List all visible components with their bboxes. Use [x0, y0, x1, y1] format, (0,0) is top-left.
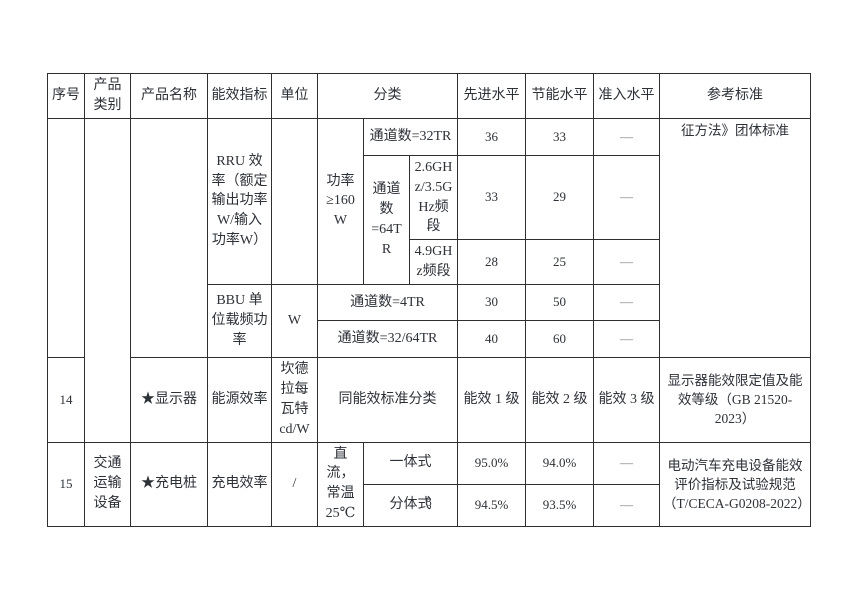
cell-bbu-3264tr-entry: —: [593, 320, 661, 358]
cell-bbu-unit: W: [271, 284, 318, 358]
cell-row14-class: 同能效标准分类: [316, 357, 459, 443]
cell-rru-49ghz-advanced: 28: [457, 239, 527, 285]
cell-telecom-reference: 征方法》团体标准: [659, 117, 812, 359]
cell-rru-26ghz-advanced: 33: [457, 154, 527, 241]
col-header-category: 产品类别: [84, 73, 131, 119]
table-row: 14 ★显示器 能源效率 坎德拉每瓦特cd/W 同能效标准分类 能效 1 级 能…: [47, 357, 812, 443]
cell-rru-unit-blank: [271, 117, 318, 286]
col-header-reference-standard: 参考标准: [659, 73, 812, 119]
cell-row15-class-integrated: 一体式: [362, 441, 459, 485]
cell-row14-serial: 14: [47, 357, 85, 443]
cell-row15-serial: 15: [47, 441, 85, 527]
cell-row14-entry: 能效 3 级: [593, 357, 661, 443]
cell-row15-reference: 电动汽车充电设备能效评价指标及试验规范（T/CECA-G0208-2022）: [659, 441, 812, 527]
cell-row14-unit: 坎德拉每瓦特cd/W: [271, 357, 318, 443]
cell-rru-power-class: 功率≥160W: [317, 117, 364, 286]
cell-row15-class-split: 分体式: [362, 483, 459, 528]
cell-row14-advanced: 能效 1 级: [457, 357, 527, 443]
cell-bbu-indicator: BBU 单位载频功率: [207, 284, 272, 358]
energy-efficiency-table: 序号 产品类别 产品名称 能效指标 单位 分类 先进水平 节能水平 准入水平 参…: [47, 73, 812, 528]
cell-rru-32tr-advanced: 36: [457, 117, 527, 156]
table-row: 通道数=64TR 2.6GHz/3.5GHz频段 33 29 —: [48, 154, 811, 286]
cell-bbu-4tr-entry: —: [593, 284, 661, 321]
cell-row15-integrated-saving: 94.0%: [525, 441, 595, 485]
col-header-entry-level: 准入水平: [593, 73, 661, 119]
col-header-unit: 单位: [271, 73, 318, 119]
cell-row15-unit: /: [271, 441, 318, 527]
cell-bbu-3264tr-advanced: 40: [457, 320, 527, 358]
cell-rru-indicator: RRU 效率（额定输出功率W/输入功率W）: [207, 117, 272, 286]
table-row: BBU 单位载频功率 W 通道数=4TR 30 50 —: [48, 284, 811, 358]
cell-row15-condition: 直流，常温25℃: [317, 441, 364, 527]
cell-rru-49ghz-entry: —: [593, 239, 661, 285]
cell-bbu-class-3264tr: 通道数=32/64TR: [316, 320, 459, 358]
cell-row14-product-name: ★显示器: [130, 357, 208, 443]
table-row: 通道数=32/64TR 40 60 —: [48, 320, 811, 358]
table-row: 分体式 94.5% 93.5% —: [48, 483, 811, 528]
col-header-classification: 分类: [316, 73, 459, 119]
cell-rru-32tr-entry: —: [593, 117, 661, 156]
cell-rru-26ghz-entry: —: [593, 154, 661, 241]
col-header-serial: 序号: [47, 73, 85, 119]
cell-row15-split-saving: 93.5%: [525, 483, 595, 528]
cell-bbu-class-4tr: 通道数=4TR: [316, 284, 459, 321]
table-row: 4.9GHz频段 28 25 —: [48, 239, 811, 285]
cell-serial-blank: [47, 117, 85, 359]
cell-row15-category: 交通运输设备: [84, 441, 131, 527]
col-header-advanced-level: 先进水平: [457, 73, 527, 119]
cell-rru-class-26-35ghz: 2.6GHz/3.5GHz频段: [408, 154, 459, 241]
cell-rru-channel-64: 通道数=64TR: [363, 154, 410, 286]
cell-rru-class-32tr: 通道数=32TR: [362, 117, 459, 156]
cell-row15-split-entry: —: [593, 483, 661, 528]
cell-rru-class-49ghz: 4.9GHz频段: [408, 239, 459, 285]
col-header-saving-level: 节能水平: [525, 73, 595, 119]
col-header-indicator: 能效指标: [207, 73, 272, 119]
page-number: 8: [425, 494, 432, 509]
cell-bbu-4tr-saving: 50: [525, 284, 595, 321]
table-header-row: 序号 产品类别 产品名称 能效指标 单位 分类 先进水平 节能水平 准入水平 参…: [47, 73, 812, 119]
table-row: 15 交通运输设备 ★充电桩 充电效率 / 直流，常温25℃ 一体式 95.0%…: [47, 441, 812, 527]
cell-row14-reference: 显示器能效限定值及能效等级（GB 21520-2023）: [659, 357, 812, 443]
col-header-product-name: 产品名称: [130, 73, 208, 119]
cell-rru-26ghz-saving: 29: [525, 154, 595, 241]
cell-row15-integrated-entry: —: [593, 441, 661, 485]
cell-bbu-3264tr-saving: 60: [525, 320, 595, 358]
cell-row15-split-advanced: 94.5%: [457, 483, 527, 528]
cell-row15-product-name: ★充电桩: [130, 441, 208, 527]
cell-row15-indicator: 充电效率: [207, 441, 272, 527]
cell-category-blank: [84, 117, 131, 443]
cell-row14-indicator: 能源效率: [207, 357, 272, 443]
cell-row14-saving: 能效 2 级: [525, 357, 595, 443]
cell-rru-49ghz-saving: 25: [525, 239, 595, 285]
table-row: RRU 效率（额定输出功率W/输入功率W） 功率≥160W 通道数=32TR 3…: [47, 117, 812, 443]
cell-bbu-4tr-advanced: 30: [457, 284, 527, 321]
cell-row15-integrated-advanced: 95.0%: [457, 441, 527, 485]
cell-product-name-blank: [130, 117, 208, 359]
cell-rru-32tr-saving: 33: [525, 117, 595, 156]
